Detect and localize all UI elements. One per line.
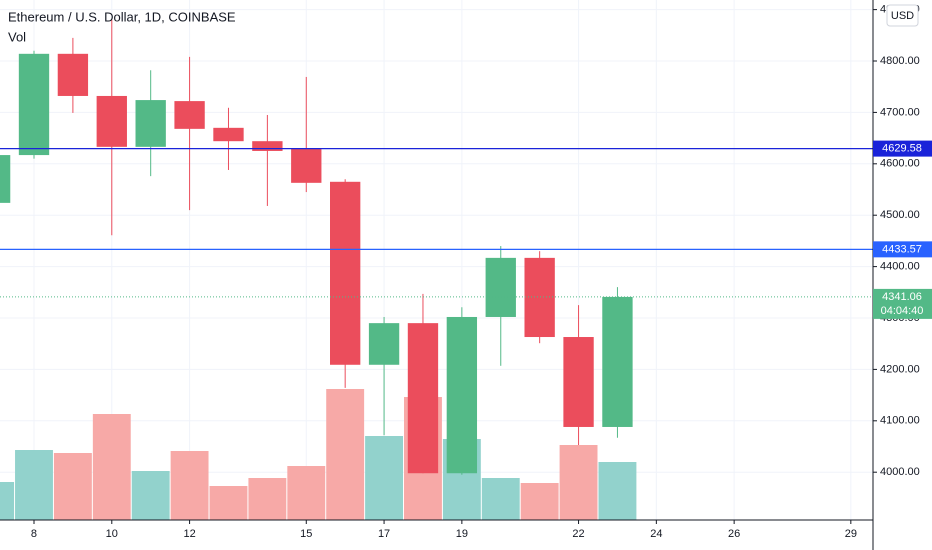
last-price-label: 4341.06 [882, 291, 922, 303]
candle-body [291, 148, 322, 183]
level-layer [0, 147, 873, 298]
candle-body [485, 257, 516, 317]
candle-body [407, 323, 439, 474]
y-tick-label: 4700.00 [880, 106, 920, 118]
volume-bar [170, 451, 209, 520]
candle-body [57, 53, 89, 96]
x-tick-label: 12 [183, 528, 195, 540]
candle-body [602, 296, 633, 427]
volume-bar [15, 450, 53, 520]
candle-layer [0, 19, 633, 475]
level-label: 4433.57 [882, 243, 922, 255]
candle-body [330, 181, 361, 365]
volume-bar [365, 436, 404, 520]
level-label-bg [873, 241, 932, 258]
volume-bar [0, 482, 15, 520]
countdown: 04:04:40 [881, 305, 924, 317]
x-tick-label: 19 [456, 528, 468, 540]
y-tick-label: 4400.00 [880, 261, 920, 273]
volume-bar [559, 445, 598, 520]
candle-body [0, 155, 11, 203]
y-tick-label: 4100.00 [880, 415, 920, 427]
chart-title: Ethereum / U.S. Dollar, 1D, COINBASE [8, 9, 236, 24]
candle-body [368, 323, 400, 365]
x-tick-label: 8 [31, 528, 37, 540]
y-tick-label: 4200.00 [880, 363, 920, 375]
x-tick-label: 10 [106, 528, 118, 540]
y-tick-label: 4000.00 [880, 466, 920, 478]
price-axis [873, 0, 932, 550]
volume-bar [53, 453, 92, 520]
candle-body [18, 53, 50, 156]
volume-bar [131, 471, 170, 520]
candle-body [563, 337, 594, 427]
volume-label: Vol [8, 29, 26, 44]
volume-bar [326, 389, 365, 520]
volume-bar [287, 466, 326, 520]
x-tick-label: 24 [650, 528, 662, 540]
candle-body [252, 141, 283, 151]
candle-body [524, 257, 555, 338]
y-tick-label: 4800.00 [880, 55, 920, 67]
currency-button[interactable] [886, 4, 919, 27]
candle-body [446, 316, 478, 474]
x-tick-label: 15 [300, 528, 312, 540]
level-label-bg [873, 140, 932, 157]
volume-layer [0, 389, 637, 520]
y-tick-label: 4500.00 [880, 209, 920, 221]
candle-body [96, 95, 127, 147]
volume-bar [481, 478, 520, 520]
price-labels: 4629.58 4433.57 4341.06 04:04:40 [873, 140, 932, 319]
volume-bar [598, 462, 637, 520]
candle-body [174, 101, 205, 129]
time-axis [0, 520, 873, 550]
volume-bar [248, 478, 287, 520]
candle-body [135, 100, 166, 147]
last-price-bg [873, 288, 932, 319]
candle-body [213, 127, 244, 142]
currency[interactable]: USD [891, 10, 914, 22]
x-tick-label: 29 [845, 528, 857, 540]
volume-bar [520, 483, 559, 520]
x-tick-label: 26 [728, 528, 740, 540]
volume-bar [92, 414, 131, 520]
x-tick-label: 17 [378, 528, 390, 540]
volume-bar [209, 486, 248, 520]
level-label: 4629.58 [882, 143, 922, 155]
x-tick-label: 22 [572, 528, 584, 540]
y-tick-label: 4600.00 [880, 158, 920, 170]
